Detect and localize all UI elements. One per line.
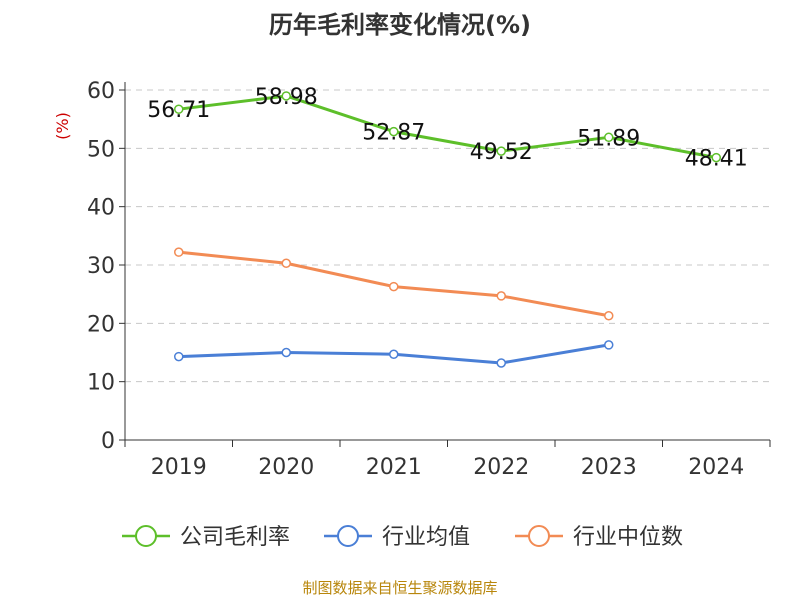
legend-swatch-marker [337, 525, 359, 547]
x-tick-label: 2021 [366, 455, 422, 480]
data-point[interactable] [496, 146, 506, 156]
data-point[interactable] [281, 91, 291, 101]
legend-item[interactable]: 行业均值 [324, 525, 470, 550]
data-point[interactable] [174, 104, 184, 114]
data-point[interactable] [174, 247, 184, 257]
legend-label: 公司毛利率 [180, 525, 290, 550]
data-point[interactable] [604, 132, 614, 143]
data-point[interactable] [389, 281, 399, 292]
x-tick-label: 2019 [151, 455, 207, 480]
chart-title: 历年毛利率变化情况(%) [269, 11, 531, 39]
legend[interactable]: 公司毛利率 行业均值 行业中位数 [122, 525, 683, 550]
data-point[interactable] [389, 126, 399, 137]
y-axis-unit: (%) [53, 112, 72, 140]
data-label: 56.71 [147, 98, 210, 123]
x-tick-label: 2022 [473, 455, 529, 480]
data-point[interactable] [496, 358, 506, 368]
data-point[interactable] [389, 349, 399, 359]
y-tick-label: 40 [87, 196, 115, 221]
y-tick-label: 50 [87, 137, 115, 162]
data-label: 58.98 [255, 85, 318, 110]
source-note: 制图数据来自恒生聚源数据库 [302, 579, 497, 597]
data-point[interactable] [281, 347, 291, 358]
data-labels: 56.71 58.98 52.87 49.52 51.89 48.41 [147, 85, 747, 172]
legend-item[interactable]: 行业中位数 [515, 525, 683, 550]
data-label: 51.89 [577, 126, 640, 151]
legend-swatch-marker [528, 525, 550, 547]
legend-label: 行业中位数 [573, 525, 683, 550]
axes: 0 10 20 30 40 50 60 2019 2020 2021 2022 2023 2024 [87, 79, 771, 480]
data-label: 48.41 [685, 147, 748, 172]
data-point[interactable] [711, 152, 721, 163]
y-tick-label: 0 [101, 429, 115, 454]
series-line [178, 94, 717, 160]
x-tick-label: 2020 [258, 455, 314, 480]
data-point[interactable] [281, 258, 291, 268]
data-point[interactable] [496, 291, 506, 301]
data-label: 52.87 [362, 121, 425, 146]
x-tick-label: 2024 [688, 455, 744, 480]
data-label: 49.52 [470, 140, 533, 165]
grid [125, 89, 770, 383]
x-tick-label: 2023 [581, 455, 637, 480]
data-point[interactable] [604, 340, 614, 350]
data-point[interactable] [174, 351, 184, 362]
series [174, 91, 721, 368]
y-tick-label: 10 [87, 371, 115, 396]
legend-item[interactable]: 公司毛利率 [122, 525, 290, 550]
data-point[interactable] [604, 311, 614, 321]
y-tick-label: 20 [87, 312, 115, 337]
y-tick-label: 30 [87, 254, 115, 279]
legend-label: 行业均值 [382, 525, 470, 550]
y-tick-label: 60 [87, 79, 115, 104]
legend-swatch-marker [135, 525, 157, 547]
